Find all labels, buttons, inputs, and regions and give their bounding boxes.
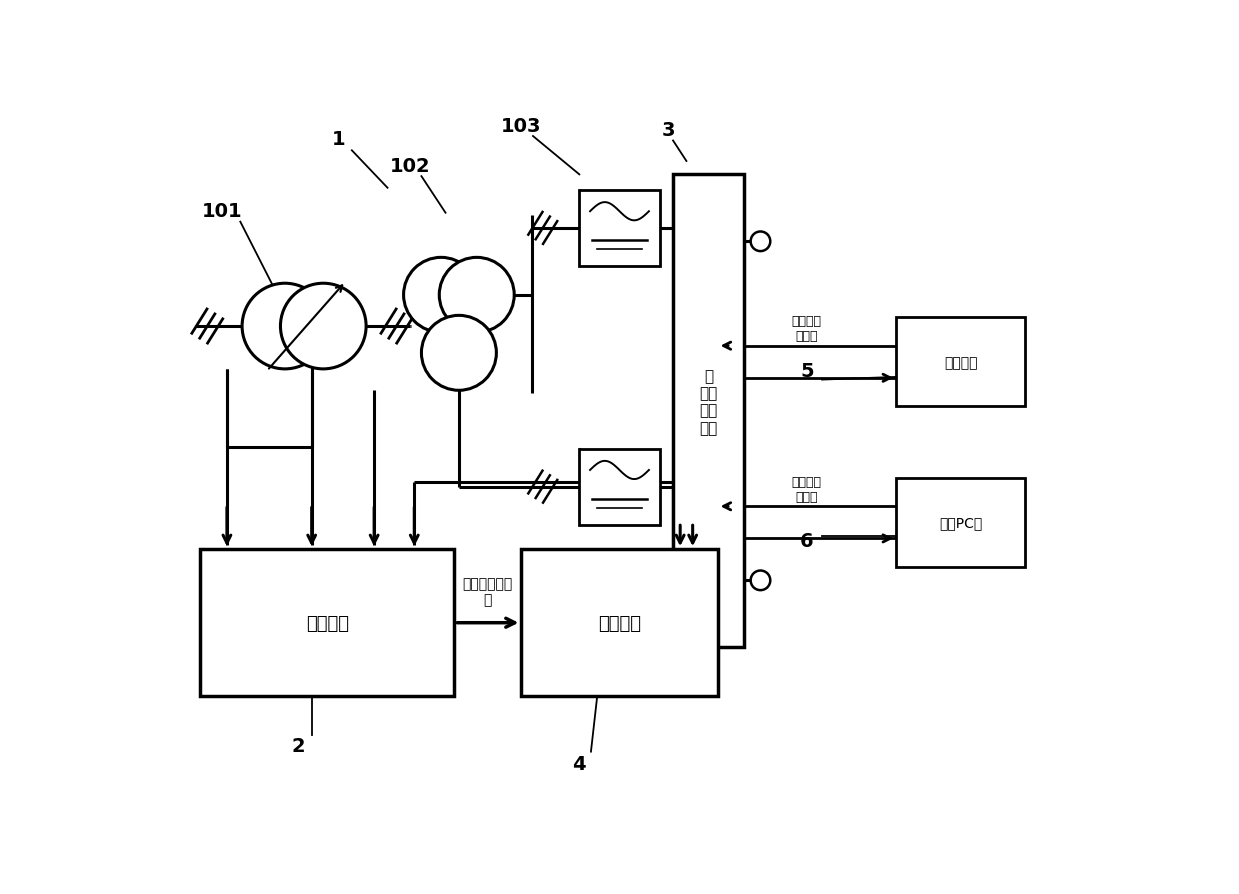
Circle shape	[751, 571, 771, 591]
Bar	[522, 550, 717, 696]
Text: 操作面板: 操作面板	[944, 355, 978, 369]
Text: 2: 2	[291, 736, 305, 755]
Bar	[896, 478, 1026, 568]
Text: 3: 3	[662, 121, 675, 140]
Text: 4: 4	[572, 754, 586, 773]
Text: 5: 5	[800, 362, 814, 381]
Circle shape	[421, 316, 497, 391]
Circle shape	[242, 284, 328, 369]
Text: 102: 102	[389, 156, 430, 176]
Bar	[896, 317, 1026, 407]
Text: 控制电路: 控制电路	[598, 614, 641, 632]
Circle shape	[280, 284, 366, 369]
Text: 6: 6	[800, 531, 814, 550]
Text: 采样电路: 采样电路	[306, 614, 349, 632]
Circle shape	[440, 258, 514, 333]
Bar	[580, 190, 659, 266]
Circle shape	[751, 232, 771, 252]
Text: 命令、信
号反馈: 命令、信 号反馈	[792, 476, 821, 503]
Text: 103: 103	[501, 117, 541, 136]
Text: 101: 101	[202, 201, 243, 220]
Text: 远程PC端: 远程PC端	[939, 516, 983, 530]
Bar	[201, 550, 455, 696]
Bar	[580, 449, 659, 525]
Circle shape	[404, 258, 478, 333]
Text: 保
护、
放电
电路: 保 护、 放电 电路	[700, 368, 717, 435]
Text: 信号变送、传
递: 信号变送、传 递	[463, 577, 513, 607]
Bar	[673, 175, 745, 647]
Text: 命令、信
号反馈: 命令、信 号反馈	[792, 315, 821, 342]
Text: 1: 1	[332, 130, 346, 149]
